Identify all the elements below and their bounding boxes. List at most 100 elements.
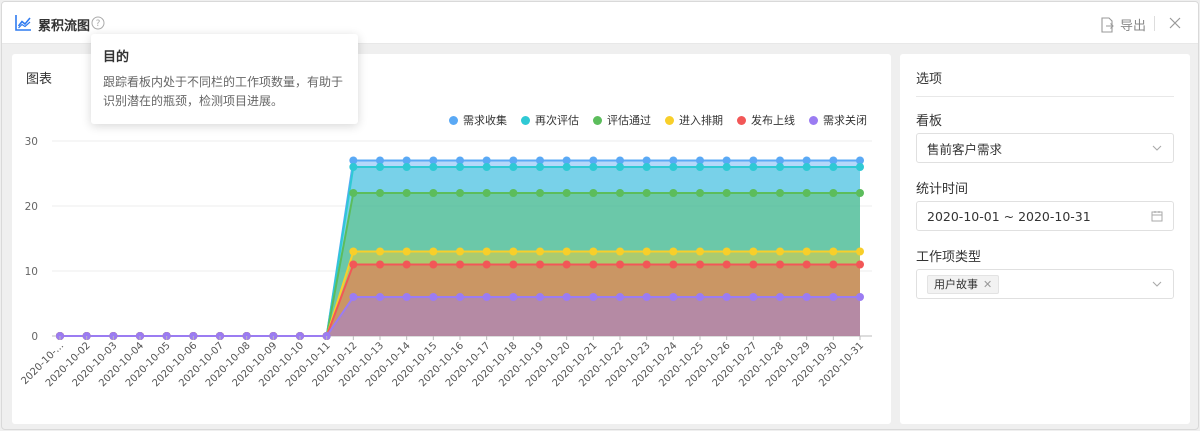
data-point (776, 156, 784, 165)
data-point (802, 189, 811, 197)
data-point (802, 163, 811, 171)
item-type-tag: 用户故事 ✕ (927, 274, 1000, 294)
data-point (482, 293, 491, 301)
data-point (722, 163, 731, 171)
item-type-label: 工作项类型 (916, 250, 982, 265)
data-point (749, 293, 758, 301)
data-point (536, 247, 544, 256)
data-point (642, 260, 651, 269)
data-point (802, 156, 811, 165)
data-point (696, 163, 704, 171)
item-type-select[interactable]: 用户故事 ✕ (916, 269, 1174, 299)
data-point (669, 293, 678, 301)
time-range-label: 统计时间 (916, 182, 969, 197)
export-button[interactable]: 导出 (1100, 15, 1146, 34)
purpose-tooltip: 目的 跟踪看板内处于不同栏的工作项数量，有助于 识别潜在的瓶颈，检测项目进展。 (91, 34, 358, 124)
data-point (616, 293, 624, 301)
y-tick-label: 0 (31, 331, 38, 343)
legend-label: 进入排期 (679, 114, 723, 127)
legend-dot-icon (809, 115, 818, 125)
data-point (722, 247, 731, 256)
data-point (376, 163, 384, 171)
data-point (669, 163, 678, 171)
legend-label: 发布上线 (751, 114, 795, 127)
export-icon (1101, 16, 1114, 33)
data-point (562, 163, 571, 171)
data-point (376, 156, 384, 165)
legend-item[interactable]: 进入排期 (665, 112, 723, 128)
data-point (669, 247, 678, 256)
data-point (776, 247, 784, 256)
data-point (642, 247, 651, 256)
legend-item[interactable]: 评估通过 (593, 112, 651, 128)
data-point (642, 293, 651, 301)
data-point (856, 293, 864, 301)
time-range-value: 2020-10-01 ~ 2020-10-31 (927, 208, 1091, 224)
data-point (776, 163, 784, 171)
toolbar-divider (1154, 16, 1155, 31)
help-icon[interactable]: ? (91, 16, 105, 30)
y-tick-label: 10 (25, 266, 38, 278)
data-point (509, 189, 518, 197)
data-point (589, 247, 598, 256)
data-point (562, 260, 571, 269)
legend-dot-icon (449, 115, 458, 125)
data-point (482, 247, 491, 256)
legend-item[interactable]: 需求关闭 (809, 112, 867, 128)
data-point (536, 260, 544, 269)
board-label: 看板 (916, 114, 943, 129)
legend-item[interactable]: 发布上线 (737, 112, 795, 128)
data-point (829, 293, 838, 301)
data-point (562, 293, 571, 301)
calendar-icon (1151, 211, 1163, 222)
data-point (349, 156, 358, 165)
data-point (589, 156, 598, 165)
legend-dot-icon (665, 115, 674, 125)
legend-item[interactable]: 再次评估 (521, 112, 579, 128)
item-type-tags: 用户故事 ✕ (927, 274, 1151, 294)
tag-close-icon[interactable]: ✕ (983, 277, 993, 291)
data-point (456, 247, 464, 256)
data-point (696, 247, 704, 256)
data-point (429, 260, 438, 269)
chart-panel: 图表 0 10 20 30 2020-10-... 2020-10-02 2020-10-0… (12, 54, 891, 424)
chart-panel-title: 图表 (26, 72, 53, 87)
data-point (669, 189, 678, 197)
data-point (749, 189, 758, 197)
data-point (776, 260, 784, 269)
data-point (696, 189, 704, 197)
data-point (482, 260, 491, 269)
board-select[interactable]: 售前客户需求 (916, 133, 1174, 163)
data-point (429, 189, 438, 197)
time-range-picker[interactable]: 2020-10-01 ~ 2020-10-31 (916, 201, 1174, 231)
data-point (722, 293, 731, 301)
chart-legend: 需求收集 再次评估 评估通过 进入排期 发布上线 需求关闭 (449, 112, 867, 128)
close-icon[interactable] (1168, 16, 1182, 30)
data-point (402, 163, 411, 171)
data-point (429, 247, 438, 256)
data-point (829, 260, 838, 269)
data-point (349, 260, 358, 269)
series-area (60, 297, 860, 336)
data-point (856, 156, 864, 165)
data-point (509, 293, 518, 301)
data-point (402, 156, 411, 165)
data-point (722, 156, 731, 165)
app-title: 累积流图 (38, 19, 91, 34)
data-point (456, 293, 464, 301)
export-label: 导出 (1120, 19, 1147, 34)
options-panel: 选项 看板 售前客户需求 统计时间 2020-10-01 ~ 2020-10-3… (900, 54, 1190, 424)
data-point (349, 189, 358, 197)
legend-item[interactable]: 需求收集 (449, 112, 507, 128)
chevron-down-icon (1152, 281, 1162, 287)
chevron-down-icon (1152, 145, 1162, 151)
cumulative-flow-chart: 01020302020-10-...2020-10-022020-10-0320… (19, 136, 872, 389)
tooltip-body: 跟踪看板内处于不同栏的工作项数量，有助于 识别潜在的瓶颈，检测项目进展。 (103, 73, 346, 111)
legend-label: 评估通过 (607, 114, 651, 127)
data-point (589, 260, 598, 269)
data-point (829, 156, 838, 165)
tooltip-body-line: 识别潜在的瓶颈，检测项目进展。 (103, 94, 284, 108)
data-point (349, 247, 358, 256)
data-point (749, 247, 758, 256)
